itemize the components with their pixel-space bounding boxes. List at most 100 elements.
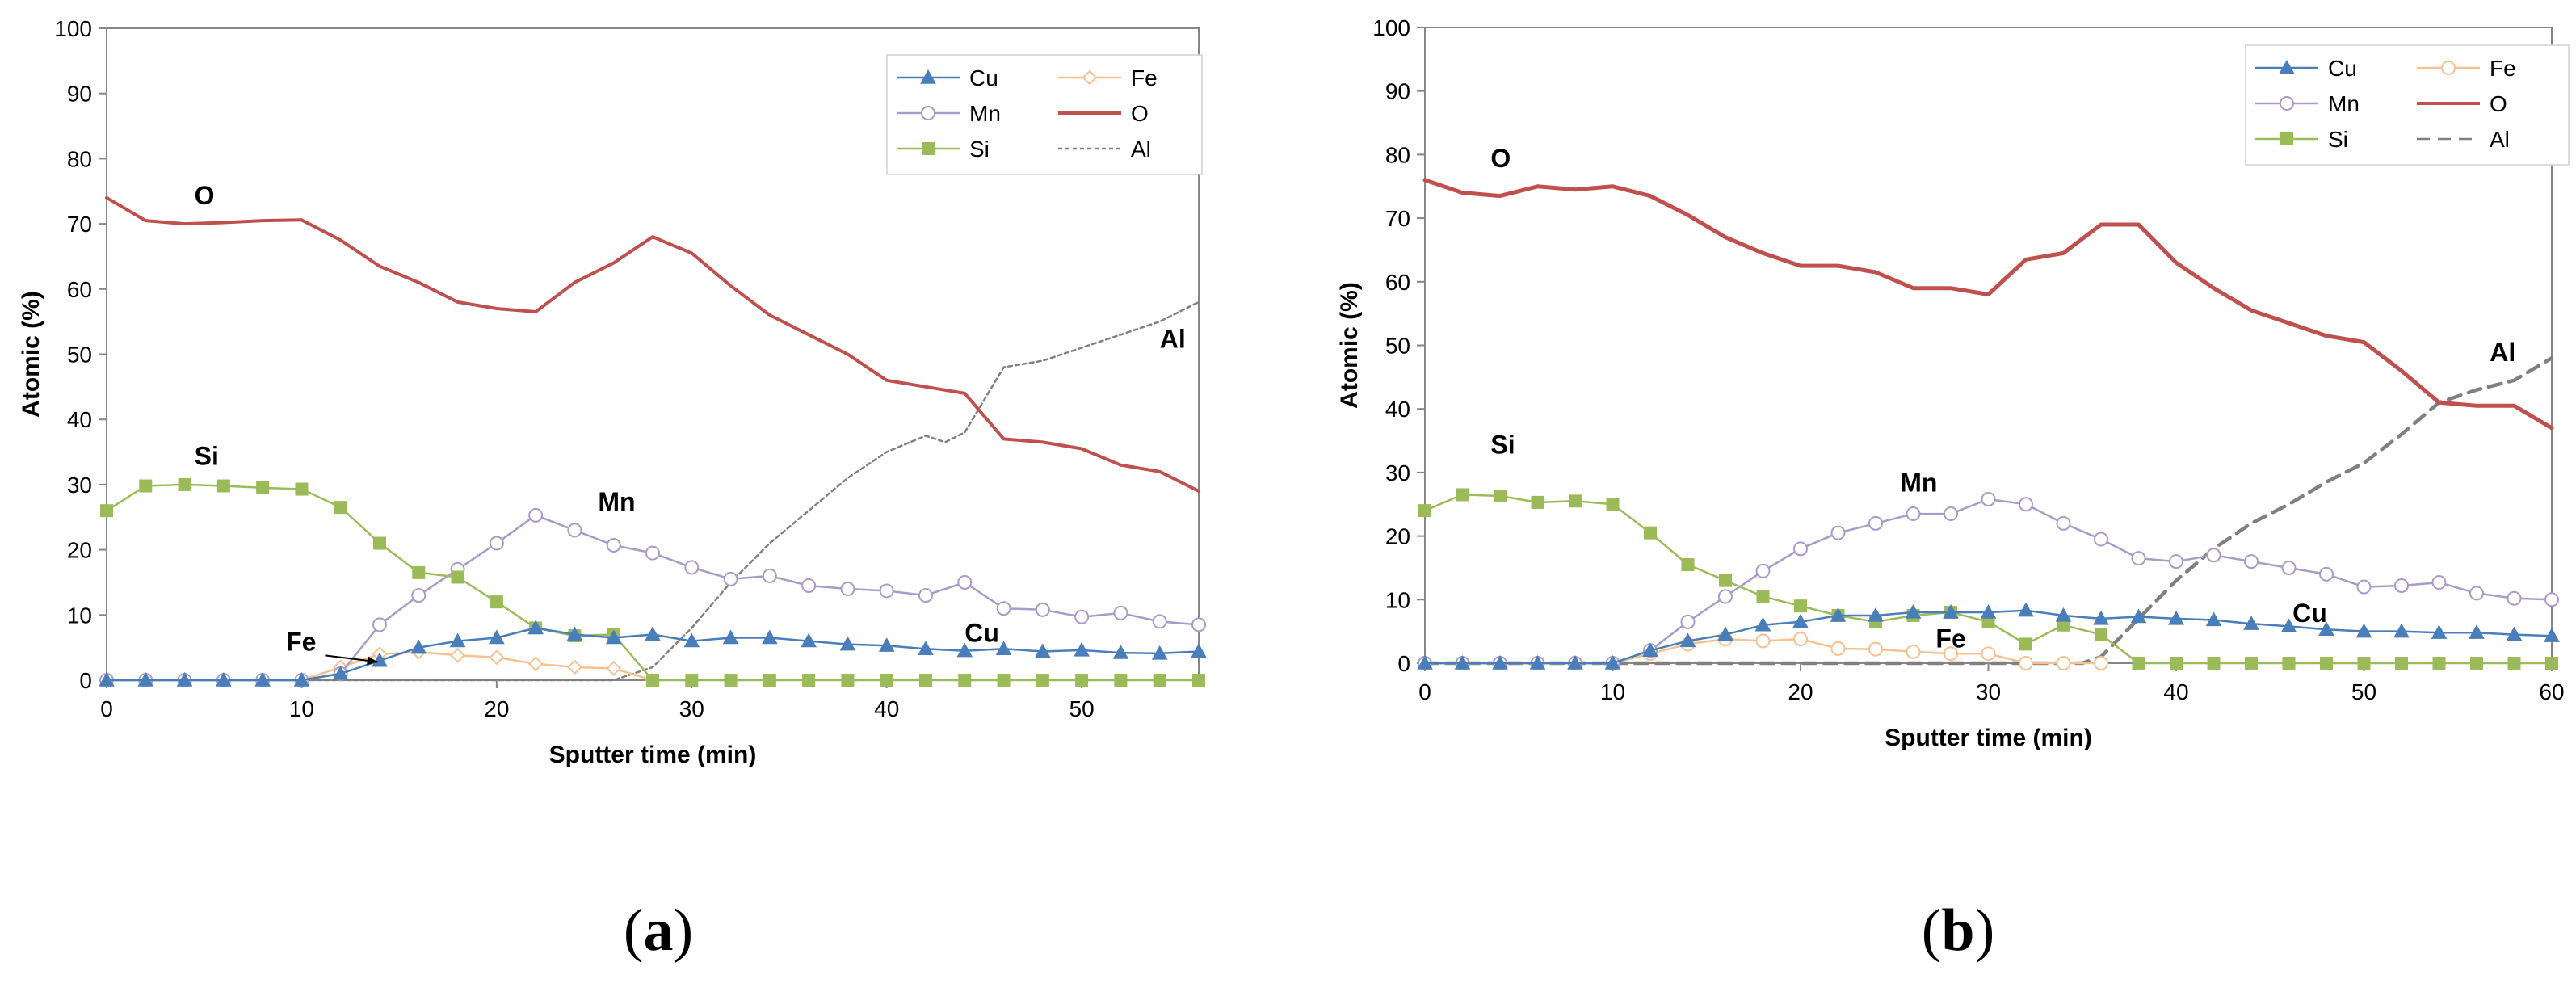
- point-mn-b-24: [2319, 566, 2334, 582]
- point-mn-b-11: [1830, 525, 1846, 540]
- point-si-a-2: [178, 477, 191, 491]
- point-fe-b-15: [1981, 646, 1996, 662]
- legend-label-al-b: Al: [2490, 127, 2510, 152]
- legend-label-fe-a: Fe: [1131, 65, 1158, 90]
- annotation-al-b: Al: [2490, 338, 2515, 367]
- annotation-cu-b: Cu: [2292, 599, 2327, 628]
- point-si-b-28: [2470, 657, 2483, 670]
- chart-panel-a: 0 10 20 30 40 50 60 70 80 90 100 0 10 20 30 40 50 Sputter…: [18, 16, 1207, 964]
- point-cu-b-5: [1604, 654, 1621, 670]
- point-cu-b-28: [2469, 624, 2485, 639]
- point-fe-b-13: [1906, 644, 1921, 659]
- point-fe-b-14: [1944, 646, 1958, 662]
- legend-item-o-b: O: [2417, 91, 2507, 116]
- point-mn-a-11: [528, 507, 544, 523]
- legend-b: Cu Fe Mn O Si Al: [2245, 44, 2570, 166]
- point-cu-b-14: [1943, 604, 1959, 619]
- point-si-a-25: [1075, 674, 1089, 687]
- point-mn-b-14: [1944, 506, 1958, 522]
- point-cu-a-26: [1112, 645, 1129, 659]
- point-mn-b-7: [1680, 614, 1696, 629]
- point-mn-b-26: [2394, 578, 2409, 593]
- y-tick-label-a-70: 70: [67, 212, 92, 237]
- x-axis-label-b: Sputter time (min): [1885, 725, 2092, 751]
- point-fe-a-13: [606, 661, 622, 676]
- point-cu-a-19: [839, 636, 856, 651]
- point-cu-a-9: [449, 632, 466, 648]
- point-cu-b-11: [1830, 607, 1847, 622]
- point-mn-a-10: [489, 536, 504, 551]
- point-mn-b-13: [1906, 506, 1921, 522]
- y-tick-label-a-100: 100: [54, 16, 92, 41]
- point-mn-a-19: [840, 582, 855, 597]
- point-mn-a-22: [957, 574, 973, 590]
- point-mn-a-27: [1152, 614, 1167, 629]
- legend-marker-fe-b: [2441, 61, 2456, 75]
- point-cu-b-17: [2055, 607, 2072, 622]
- point-cu-b-1: [1454, 654, 1471, 670]
- x-tick-label-a-0: 0: [100, 696, 113, 721]
- legend-label-mn-a: Mn: [969, 101, 1001, 126]
- y-tick-label-b-10: 10: [1385, 587, 1410, 612]
- annotation-mn-b: Mn: [1900, 469, 1937, 498]
- series-mn-a: [99, 507, 1206, 687]
- point-si-a-4: [256, 481, 270, 494]
- point-cu-a-21: [918, 641, 934, 655]
- legend-item-cu-a: Cu: [897, 65, 998, 90]
- point-si-b-15: [1981, 615, 1995, 628]
- point-mn-b-12: [1868, 515, 1883, 531]
- legend-label-cu-a: Cu: [969, 65, 998, 90]
- legend-label-mn-b: Mn: [2328, 91, 2360, 116]
- point-si-a-26: [1114, 674, 1128, 687]
- point-cu-a-1: [137, 671, 154, 687]
- legend-label-fe-b: Fe: [2490, 56, 2516, 81]
- legend-item-cu-b: Cu: [2255, 56, 2357, 81]
- y-tick-label-a-20: 20: [67, 538, 92, 563]
- point-cu-a-7: [372, 652, 388, 667]
- point-si-b-10: [1794, 599, 1807, 613]
- point-si-a-20: [880, 674, 893, 687]
- x-axis-label-a: Sputter time (min): [549, 742, 757, 768]
- point-fe-b-16: [2019, 656, 2033, 670]
- series-cu-a: [99, 620, 1207, 687]
- point-cu-b-26: [2393, 623, 2410, 638]
- point-cu-b-30: [2544, 628, 2560, 642]
- chart-b: 0 10 20 30 40 50 60 70 80 90 100 0 10 20 30 40 50 60 Sputt…: [1336, 15, 2570, 751]
- point-si-a-8: [412, 565, 426, 579]
- series-o-b: [1422, 178, 2554, 431]
- legend-marker-si-a: [922, 142, 935, 155]
- x-tick-label-b-30: 30: [1976, 679, 2001, 704]
- legend-item-al-b: Al: [2417, 127, 2510, 152]
- point-cu-a-22: [956, 642, 973, 658]
- y-axis-label-b: Atomic (%): [1336, 282, 1363, 409]
- series-line-mn-a: [105, 514, 1200, 682]
- y-tick-label-b-0: 0: [1397, 651, 1410, 676]
- point-cu-a-11: [527, 620, 544, 635]
- point-cu-a-12: [566, 626, 583, 641]
- point-cu-b-19: [2130, 608, 2147, 624]
- point-cu-b-13: [1905, 604, 1922, 619]
- point-cu-a-8: [410, 639, 427, 654]
- point-si-a-17: [763, 674, 776, 687]
- point-cu-b-15: [1980, 604, 1997, 619]
- fe-arrow-head: [367, 656, 378, 666]
- point-mn-a-24: [1035, 602, 1050, 617]
- y-tick-label-b-30: 30: [1385, 460, 1410, 485]
- y-tick-label-a-0: 0: [79, 668, 92, 693]
- point-cu-b-10: [1792, 613, 1809, 628]
- series-line-al-a: [105, 300, 1200, 682]
- point-si-a-7: [373, 536, 386, 550]
- chart-a: 0 10 20 30 40 50 60 70 80 90 100 0 10 20 30 40 50 Sputter…: [18, 16, 1207, 768]
- point-si-b-25: [2357, 657, 2371, 670]
- point-cu-a-5: [293, 671, 310, 687]
- point-mn-b-19: [2131, 551, 2146, 566]
- point-cu-b-2: [1492, 654, 1508, 670]
- series-cu-b: [1417, 602, 2560, 670]
- point-si-a-24: [1036, 674, 1049, 687]
- point-si-b-3: [1531, 495, 1544, 509]
- point-mn-a-16: [723, 571, 738, 586]
- point-si-b-1: [1456, 488, 1469, 502]
- point-si-a-0: [100, 504, 113, 518]
- point-cu-a-6: [332, 665, 349, 680]
- point-mn-a-13: [606, 537, 621, 553]
